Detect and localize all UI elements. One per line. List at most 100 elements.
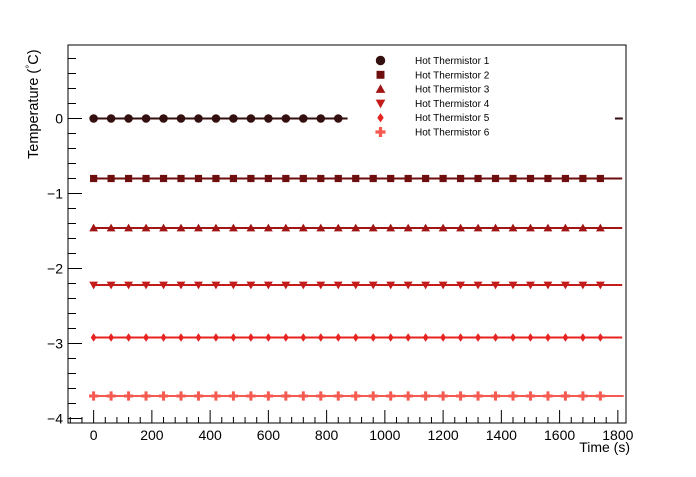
- series-1: [89, 114, 623, 123]
- series-marker: [213, 333, 219, 342]
- series-marker: [316, 391, 326, 401]
- legend-label: Hot Thermistor 2: [415, 70, 490, 81]
- series-marker: [473, 223, 483, 232]
- series-marker: [370, 333, 377, 342]
- series-marker: [142, 174, 150, 183]
- legend: Hot Thermistor 1 Hot Thermistor 2 Hot Ther…: [375, 55, 490, 139]
- series-marker: [368, 391, 378, 401]
- series-marker: [228, 391, 239, 401]
- plot-frame: [67, 44, 627, 424]
- series-marker: [159, 223, 168, 232]
- series-marker: [264, 174, 272, 183]
- series-marker: [561, 223, 570, 232]
- series-marker: [404, 174, 412, 183]
- series-marker: [247, 333, 254, 342]
- series-marker: [124, 281, 133, 290]
- series-marker: [386, 281, 396, 290]
- series-marker: [333, 281, 343, 290]
- series-marker: [265, 333, 272, 342]
- series-marker: [595, 281, 605, 290]
- legend-label: Hot Thermistor 3: [415, 85, 490, 96]
- series-marker: [125, 333, 132, 342]
- series-marker: [369, 174, 377, 183]
- series-marker: [561, 174, 570, 183]
- series-marker: [526, 281, 535, 290]
- series-marker: [263, 281, 273, 290]
- x-tick-label: 200: [140, 427, 164, 443]
- legend-label: Hot Thermistor 4: [415, 99, 490, 110]
- x-tick-label: 400: [198, 427, 222, 443]
- series-marker: [316, 281, 326, 290]
- series-marker: [457, 333, 464, 342]
- series-marker: [124, 114, 133, 123]
- legend-label: Hot Thermistor 6: [415, 128, 490, 139]
- series-marker: [421, 391, 431, 401]
- series-marker: [106, 281, 116, 290]
- legend-entry: Hot Thermistor 3: [375, 84, 490, 96]
- series-marker: [368, 223, 378, 232]
- series-marker: [263, 223, 273, 232]
- series-marker: [282, 174, 290, 183]
- series-marker: [351, 391, 361, 401]
- series-marker: [317, 333, 324, 342]
- series-marker: [141, 391, 151, 401]
- series-marker: [264, 114, 273, 123]
- series-marker: [579, 174, 587, 183]
- series-marker: [508, 281, 518, 290]
- x-tick-label: 1800: [602, 427, 633, 443]
- series-marker: [491, 281, 500, 290]
- series-marker: [281, 391, 291, 401]
- series-marker: [212, 174, 220, 183]
- series-marker: [526, 174, 535, 183]
- series-marker: [211, 281, 221, 290]
- series-marker: [525, 391, 536, 401]
- series-marker: [229, 223, 238, 232]
- series-marker: [298, 281, 308, 290]
- legend-marker-cross: [375, 126, 386, 138]
- series-marker: [194, 281, 203, 290]
- series-marker: [176, 281, 186, 290]
- series-marker: [143, 333, 149, 342]
- series-marker: [386, 223, 396, 232]
- series-marker: [178, 333, 184, 342]
- series-marker: [438, 281, 448, 290]
- legend-marker-circle: [375, 55, 386, 66]
- series-marker: [438, 223, 448, 232]
- series-marker: [194, 114, 203, 123]
- series-marker: [247, 174, 255, 183]
- legend-label: Hot Thermistor 1: [415, 56, 490, 67]
- series-marker: [123, 391, 134, 401]
- series-marker: [543, 281, 553, 290]
- x-axis-title: Time (s): [579, 439, 630, 455]
- series-marker: [422, 174, 430, 183]
- series-marker: [527, 333, 534, 342]
- series-marker: [510, 333, 516, 342]
- series-marker: [159, 174, 168, 183]
- series-marker: [334, 174, 342, 183]
- series-marker: [352, 174, 360, 183]
- series-marker: [159, 114, 168, 123]
- series-marker: [333, 223, 343, 232]
- series-marker: [263, 391, 273, 401]
- series-marker: [491, 174, 500, 183]
- series-marker: [473, 281, 483, 290]
- series-marker: [439, 174, 447, 183]
- series-marker: [300, 333, 307, 342]
- series-marker: [194, 174, 203, 183]
- series-marker: [316, 223, 326, 232]
- series-marker: [508, 391, 518, 401]
- series-marker: [403, 391, 413, 401]
- series-marker: [351, 281, 361, 290]
- legend-entry: Hot Thermistor 2: [376, 70, 490, 81]
- series-marker: [106, 223, 116, 232]
- x-tick-label: 800: [315, 427, 339, 443]
- legend-marker-triangle-down: [375, 99, 386, 109]
- series-marker: [351, 223, 361, 232]
- series-marker: [90, 174, 98, 183]
- series-marker: [282, 333, 289, 342]
- series-marker: [333, 114, 343, 123]
- y-axis: 0 −1 −2 −3 −4: [47, 58, 82, 427]
- series-marker: [456, 223, 465, 232]
- series-marker: [403, 281, 413, 290]
- series-marker: [281, 223, 291, 232]
